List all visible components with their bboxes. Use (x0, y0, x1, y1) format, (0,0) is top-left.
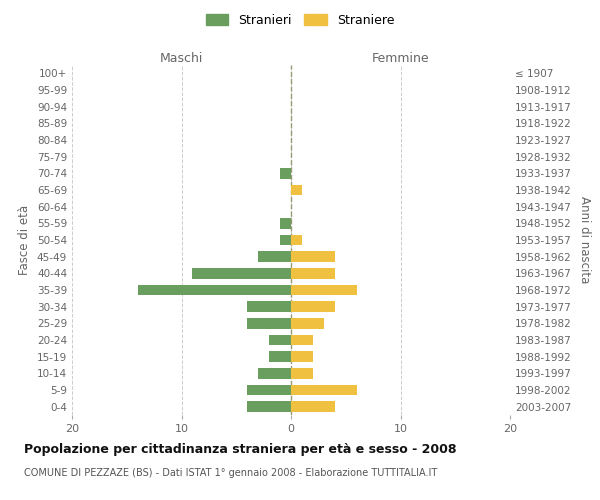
Bar (193, 268, 291, 279)
Bar (291, 401, 335, 412)
Bar (280, 168, 291, 179)
Bar (247, 384, 291, 396)
Bar (247, 401, 291, 412)
Bar (291, 301, 335, 312)
Text: COMUNE DI PEZZAZE (BS) - Dati ISTAT 1° gennaio 2008 - Elaborazione TUTTITALIA.IT: COMUNE DI PEZZAZE (BS) - Dati ISTAT 1° g… (24, 468, 437, 477)
Bar (258, 251, 291, 262)
Bar (291, 184, 302, 196)
Bar (291, 234, 302, 246)
Bar (269, 334, 291, 345)
Bar (291, 268, 335, 279)
Bar (291, 351, 313, 362)
Bar (291, 318, 324, 329)
Bar (291, 284, 357, 296)
Text: Maschi: Maschi (160, 52, 203, 65)
Bar (280, 218, 291, 229)
Y-axis label: Fasce di età: Fasce di età (19, 205, 31, 275)
Bar (137, 284, 291, 296)
Y-axis label: Anni di nascita: Anni di nascita (578, 196, 591, 284)
Bar (247, 301, 291, 312)
Bar (280, 234, 291, 246)
Bar (291, 251, 335, 262)
Bar (269, 351, 291, 362)
Bar (291, 384, 357, 396)
Legend: Stranieri, Straniere: Stranieri, Straniere (201, 8, 399, 32)
Bar (291, 368, 313, 379)
Bar (291, 334, 313, 345)
Text: Popolazione per cittadinanza straniera per età e sesso - 2008: Popolazione per cittadinanza straniera p… (24, 442, 457, 456)
Bar (258, 368, 291, 379)
Text: Femmine: Femmine (371, 52, 430, 65)
Bar (247, 318, 291, 329)
